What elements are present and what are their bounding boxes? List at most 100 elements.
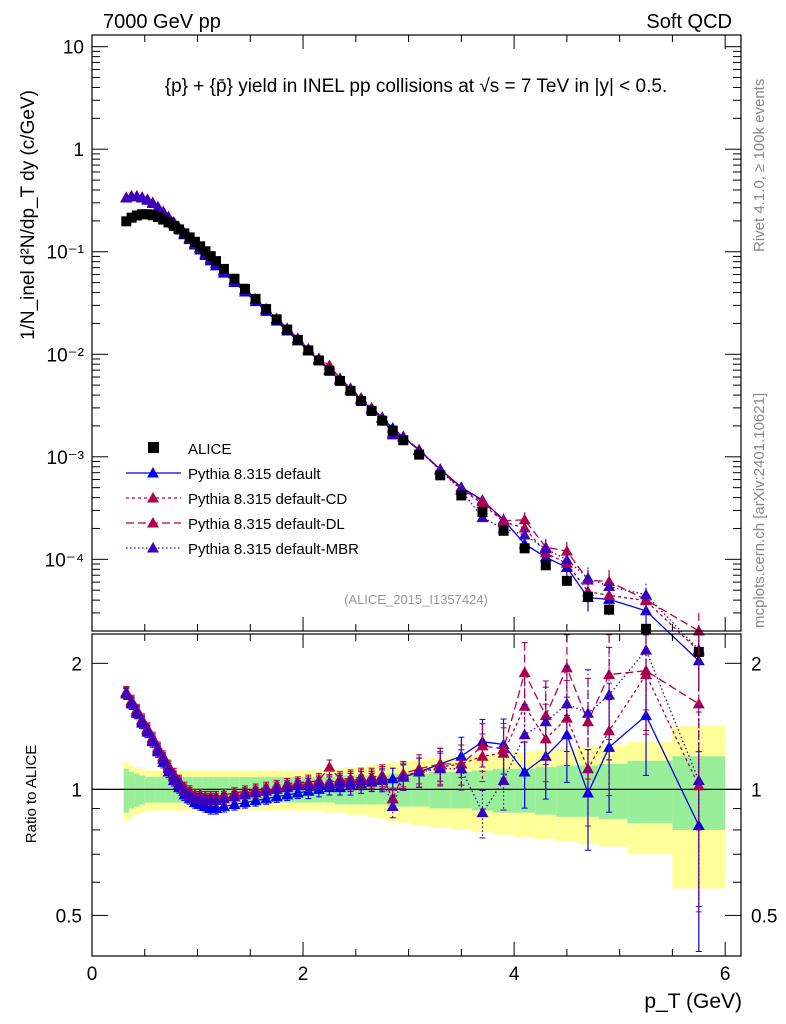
y-tick-label: 1 xyxy=(73,140,84,161)
header-energy-label: 7000 GeV pp xyxy=(103,11,221,33)
data-point xyxy=(168,220,179,231)
series-1-ratio-point xyxy=(270,790,283,802)
data-point xyxy=(179,228,190,239)
data-point xyxy=(189,236,200,247)
legend-marker xyxy=(147,492,159,503)
ratio-band-stat xyxy=(411,773,430,807)
series-3-ratio-point xyxy=(539,709,552,721)
data-point xyxy=(561,575,572,586)
series-1-ratio-point xyxy=(692,819,705,830)
series-3-ratio-point xyxy=(518,666,531,678)
series-1-ratio-point xyxy=(603,741,616,752)
series-3-ratio-point xyxy=(476,739,489,751)
data-point xyxy=(519,543,530,554)
legend-label: Pythia 8.315 default-DL xyxy=(188,516,345,533)
data-point xyxy=(121,216,132,227)
data-point xyxy=(126,212,137,223)
data-point xyxy=(366,405,377,416)
ratio-band-stat xyxy=(123,768,129,813)
legend-marker xyxy=(147,542,159,553)
series-2-ratio-point xyxy=(539,732,552,744)
series-4-ratio-point xyxy=(476,806,489,818)
series-4-ratio-point xyxy=(125,696,138,708)
series-3-main-point xyxy=(476,495,489,506)
series-1-ratio-point xyxy=(560,728,573,740)
mcplots-label: mcplots.cern.ch [arXiv:2401.10621] xyxy=(751,393,768,628)
legend-label: Pythia 8.315 default-CD xyxy=(188,491,347,508)
legend-marker xyxy=(147,517,159,528)
legend-item: Pythia 8.315 default-CD xyxy=(126,491,347,508)
legend-label: Pythia 8.315 default-MBR xyxy=(188,541,359,558)
data-series-alice xyxy=(121,209,704,657)
ratio-tick-label-right: 2 xyxy=(751,654,762,675)
series-4-ratio-point xyxy=(344,776,357,787)
data-point xyxy=(152,212,163,223)
legend-marker xyxy=(147,467,159,478)
legend: ALICE Pythia 8.315 default Pythia 8.315 de… xyxy=(126,441,359,558)
series-4-main-point xyxy=(151,201,164,212)
series-1-ratio-point xyxy=(217,800,230,812)
x-tick-label: 2 xyxy=(298,964,309,985)
data-point xyxy=(147,210,158,221)
series-1-ratio-point xyxy=(281,788,294,800)
series-4-ratio-point xyxy=(581,707,594,718)
series-4-ratio xyxy=(120,634,705,908)
series-4-ratio-point xyxy=(386,800,399,812)
series-1-ratio-point xyxy=(249,794,262,806)
data-point xyxy=(377,415,388,426)
series-3-main-point xyxy=(692,625,705,636)
series-3-ratio-point xyxy=(581,715,594,727)
data-point xyxy=(205,251,216,262)
data-point xyxy=(582,591,593,602)
ratio-tick-label-right: 1 xyxy=(751,780,762,801)
data-point xyxy=(229,273,240,284)
series-4-ratio-point xyxy=(355,774,368,786)
series-4-ratio-point xyxy=(249,787,262,798)
legend-label: ALICE xyxy=(188,441,231,458)
y-tick-label: 10 xyxy=(63,38,84,59)
main-plot: 10 1 10⁻¹ 10⁻² 10⁻³ 10⁻⁴ {p} + {p̄} yield in … xyxy=(18,34,742,692)
x-axis-label: p_T (GeV) xyxy=(644,990,742,1013)
x-tick-label: 6 xyxy=(720,964,731,985)
data-point xyxy=(345,385,356,396)
rivet-version-label: Rivet 4.1.0, ≥ 100k events xyxy=(751,79,768,252)
ratio-axis-label: Ratio to ALICE xyxy=(23,745,40,843)
header-process-label: Soft QCD xyxy=(646,11,732,33)
series-4-ratio-point xyxy=(640,644,653,655)
series-4-main-point xyxy=(146,197,159,208)
series-4-ratio-point xyxy=(151,744,164,755)
data-point xyxy=(210,256,221,267)
series-3-ratio-point xyxy=(497,742,510,754)
series-4-ratio-point xyxy=(270,783,283,794)
data-point xyxy=(604,604,615,615)
series-4-ratio-point xyxy=(413,766,426,777)
data-point xyxy=(414,449,425,460)
series-4-ratio-point xyxy=(217,792,230,804)
data-point xyxy=(498,525,509,536)
series-4-ratio-point xyxy=(302,779,315,791)
data-point xyxy=(398,435,409,446)
data-point xyxy=(142,209,153,220)
series-4-ratio-point xyxy=(239,788,252,800)
series-1-ratio-point xyxy=(386,772,399,784)
series-4-ratio-point xyxy=(162,762,175,774)
data-point xyxy=(435,470,446,481)
series-4-ratio-point xyxy=(434,762,447,774)
data-point xyxy=(174,224,185,235)
series-3-ratio-point xyxy=(386,792,399,804)
series-4-ratio-point xyxy=(281,781,294,793)
data-point xyxy=(641,623,652,634)
data-point xyxy=(271,314,282,325)
ratio-tick-label-right: 0.5 xyxy=(751,906,777,927)
ratio-band-stat xyxy=(598,763,628,819)
data-point xyxy=(292,334,303,345)
legend-item: Pythia 8.315 default-DL xyxy=(126,516,345,533)
x-tick-label: 4 xyxy=(509,964,520,985)
series-4-main-point xyxy=(518,528,531,540)
plot-title: {p} + {p̄} yield in INEL pp collisions a… xyxy=(165,76,667,97)
ratio-plot-frame xyxy=(91,633,742,957)
legend-marker xyxy=(148,442,159,453)
series-4-ratio-point xyxy=(146,734,159,745)
data-point xyxy=(456,490,467,501)
